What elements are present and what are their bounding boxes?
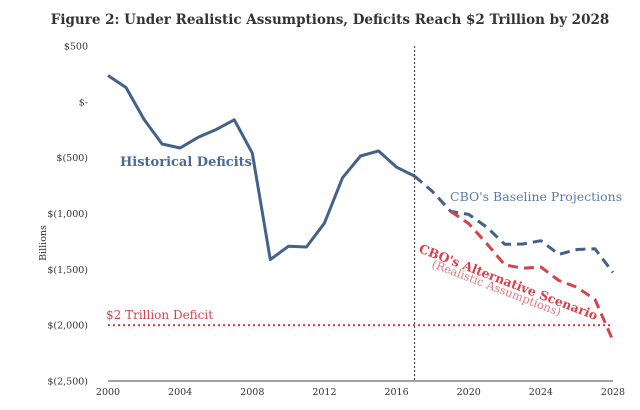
alternative-scenario-label: CBO's Alternative Scenario: [417, 241, 600, 323]
x-tick-label: 2024: [529, 387, 553, 398]
y-tick-label: $-: [79, 97, 88, 108]
baseline-projection-label: CBO's Baseline Projections: [450, 189, 622, 204]
x-tick-label: 2016: [384, 387, 408, 398]
x-tick-label: 2020: [457, 387, 481, 398]
historical-deficits-label: Historical Deficits: [120, 155, 252, 170]
y-tick-label: $(2,500): [47, 377, 88, 388]
y-axis-label: Billions: [38, 225, 49, 261]
x-tick-label: 2004: [168, 387, 192, 398]
y-axis-ticks: $500 $- $(500) $(1,000) $(1,500) $(2,000) $(2,…: [47, 42, 88, 388]
x-tick-label: 2028: [601, 387, 625, 398]
two-trillion-label: $2 Trillion Deficit: [106, 308, 213, 322]
x-axis-ticks: 2000 2004 2008 2012 2016 2020 2024 2028: [96, 387, 625, 398]
baseline-projection-line: [413, 174, 615, 274]
chart-title: Figure 2: Under Realistic Assumptions, D…: [51, 12, 610, 28]
y-tick-label: $(1,000): [47, 209, 88, 220]
y-tick-label: $500: [64, 42, 88, 53]
x-tick-label: 2000: [96, 387, 120, 398]
x-tick-label: 2008: [240, 387, 264, 398]
x-tick-label: 2012: [312, 387, 336, 398]
y-tick-label: $(500): [56, 153, 88, 164]
historical-deficits-line: [107, 74, 416, 262]
y-tick-label: $(1,500): [47, 265, 88, 276]
y-tick-label: $(2,000): [47, 321, 88, 332]
alternative-scenario-line: [449, 210, 615, 342]
